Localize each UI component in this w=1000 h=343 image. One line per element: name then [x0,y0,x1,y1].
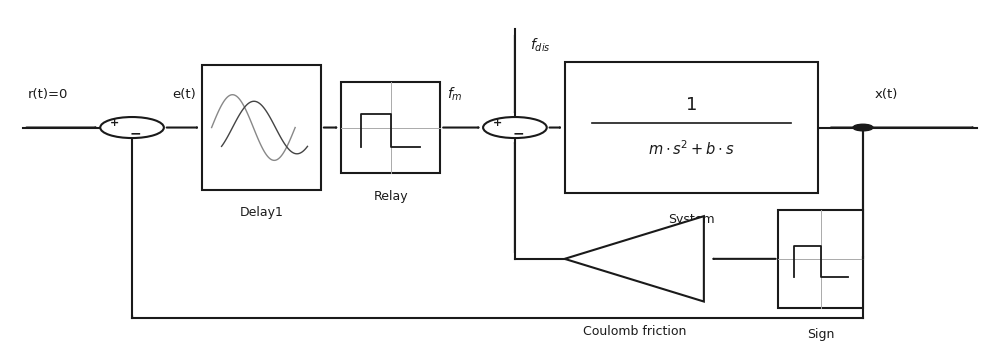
Text: $f_{dis}$: $f_{dis}$ [530,37,550,54]
Bar [565,62,818,193]
Circle shape [853,124,873,131]
Circle shape [100,117,164,138]
Text: +: + [110,118,119,128]
Text: +: + [493,118,502,128]
Bar [202,65,321,190]
Text: $f_c$: $f_c$ [639,251,650,267]
Text: Delay1: Delay1 [239,206,283,220]
Text: 1: 1 [686,96,697,114]
Text: r(t)=0: r(t)=0 [28,88,68,101]
Text: Sign: Sign [807,328,834,341]
Text: x(t): x(t) [875,88,898,101]
Text: e(t): e(t) [172,88,196,101]
Text: System: System [668,213,715,226]
Text: Relay: Relay [373,190,408,203]
Bar [341,82,440,174]
Text: −: − [512,126,524,140]
Circle shape [483,117,547,138]
Bar [778,210,863,308]
Text: −: − [129,126,141,140]
Polygon shape [565,216,704,301]
Text: $f_m$: $f_m$ [447,86,463,103]
Text: Coulomb friction: Coulomb friction [583,324,686,338]
Text: $m \cdot s^2+b \cdot s$: $m \cdot s^2+b \cdot s$ [648,140,735,158]
